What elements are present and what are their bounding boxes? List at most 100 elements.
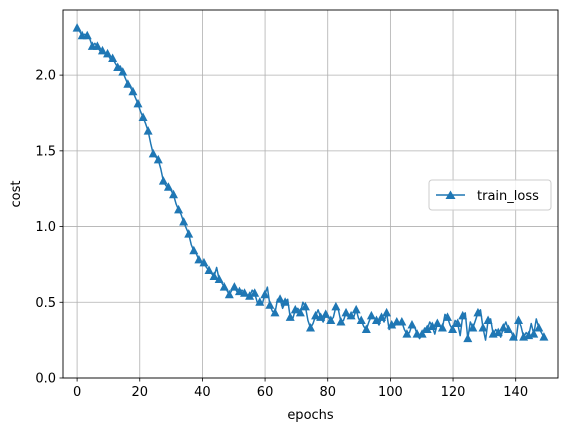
data-point-marker bbox=[97, 45, 107, 55]
x-tick-label: 120 bbox=[441, 385, 466, 400]
data-point-marker bbox=[123, 79, 133, 88]
data-point-marker bbox=[118, 67, 128, 76]
data-point-marker bbox=[113, 62, 123, 72]
data-point-marker bbox=[514, 315, 524, 324]
x-tick-label: 40 bbox=[194, 385, 211, 400]
data-point-marker bbox=[387, 320, 397, 329]
data-point-marker bbox=[174, 204, 184, 214]
data-point-marker bbox=[427, 321, 437, 331]
data-point-marker bbox=[240, 288, 250, 297]
data-point-marker bbox=[92, 41, 102, 50]
data-point-marker bbox=[346, 310, 356, 320]
data-point-marker bbox=[422, 324, 432, 334]
data-point-marker bbox=[204, 265, 214, 274]
data-point-marker bbox=[103, 48, 113, 58]
x-tick-label: 140 bbox=[503, 385, 528, 400]
data-point-marker bbox=[351, 304, 361, 314]
data-point-marker bbox=[163, 182, 173, 191]
data-point-marker bbox=[407, 320, 417, 329]
data-point-marker bbox=[148, 148, 158, 158]
data-point-marker bbox=[503, 324, 513, 334]
x-tick-label: 100 bbox=[378, 385, 403, 400]
data-point-marker bbox=[260, 289, 270, 299]
data-point-marker bbox=[361, 324, 371, 334]
data-point-marker bbox=[539, 332, 549, 341]
x-tick-label: 80 bbox=[319, 385, 336, 400]
x-axis-label: epochs bbox=[287, 408, 334, 423]
data-point-marker bbox=[356, 315, 366, 324]
data-point-marker bbox=[72, 23, 82, 32]
data-point-marker bbox=[169, 189, 178, 199]
x-tick-label: 20 bbox=[131, 385, 148, 400]
data-point-marker bbox=[184, 229, 194, 238]
data-point-marker bbox=[245, 291, 255, 300]
data-point-marker bbox=[498, 323, 508, 332]
data-point-marker bbox=[285, 312, 295, 321]
series-layer bbox=[72, 23, 549, 343]
data-point-marker bbox=[194, 254, 204, 264]
data-point-marker bbox=[534, 323, 544, 332]
data-point-marker bbox=[316, 312, 326, 321]
data-point-marker bbox=[128, 86, 138, 96]
data-point-marker bbox=[371, 315, 381, 324]
data-point-marker bbox=[311, 310, 321, 320]
data-point-marker bbox=[478, 323, 488, 332]
data-point-marker bbox=[437, 323, 447, 332]
legend-label: train_loss bbox=[477, 189, 539, 204]
data-point-marker bbox=[306, 323, 315, 332]
data-point-marker bbox=[483, 315, 493, 324]
x-tick-label: 60 bbox=[257, 385, 274, 400]
data-point-marker bbox=[331, 301, 341, 311]
data-point-marker bbox=[270, 307, 280, 317]
data-point-marker bbox=[341, 307, 351, 317]
data-point-marker bbox=[179, 217, 189, 226]
data-point-marker bbox=[402, 329, 412, 338]
data-point-marker bbox=[397, 316, 407, 326]
data-point-marker bbox=[290, 304, 300, 314]
data-point-marker bbox=[473, 307, 483, 317]
data-point-marker bbox=[300, 301, 310, 311]
data-point-marker bbox=[529, 329, 539, 338]
legend-marker bbox=[445, 190, 456, 199]
data-point-marker bbox=[508, 332, 518, 341]
legend-box bbox=[428, 179, 552, 211]
data-point-marker bbox=[377, 312, 387, 321]
y-tick-label: 0.0 bbox=[35, 372, 56, 387]
data-point-marker bbox=[275, 294, 285, 303]
data-point-marker bbox=[82, 30, 92, 40]
y-tick-label: 1.5 bbox=[35, 144, 56, 159]
data-point-marker bbox=[158, 176, 168, 185]
grid-lines bbox=[63, 10, 558, 379]
data-point-marker bbox=[219, 282, 229, 291]
y-tick-label: 2.0 bbox=[35, 69, 56, 84]
data-point-marker bbox=[265, 300, 275, 309]
data-point-marker bbox=[229, 282, 239, 291]
data-point-marker bbox=[214, 274, 224, 284]
data-point-marker bbox=[321, 309, 331, 318]
data-point-marker bbox=[295, 307, 305, 317]
y-tick-label: 0.5 bbox=[35, 296, 56, 311]
data-point-marker bbox=[448, 324, 458, 334]
data-point-marker bbox=[255, 297, 265, 306]
data-point-marker bbox=[199, 257, 209, 267]
y-tick-label: 1.0 bbox=[35, 220, 56, 235]
data-point-marker bbox=[366, 310, 376, 320]
data-point-marker bbox=[153, 154, 163, 164]
data-point-marker bbox=[493, 327, 503, 337]
data-point-marker bbox=[417, 329, 427, 338]
data-point-marker bbox=[133, 98, 143, 108]
data-point-marker bbox=[143, 126, 153, 135]
data-point-marker bbox=[250, 288, 260, 297]
data-point-marker bbox=[234, 286, 244, 296]
data-point-marker bbox=[453, 318, 463, 327]
y-axis-label: cost bbox=[9, 181, 24, 208]
data-point-marker bbox=[326, 315, 336, 324]
data-point-marker bbox=[138, 112, 148, 122]
legend: train_loss bbox=[428, 179, 552, 211]
data-point-marker bbox=[108, 53, 118, 62]
data-point-marker bbox=[443, 312, 452, 321]
data-point-marker bbox=[468, 323, 478, 332]
data-point-marker bbox=[458, 310, 468, 320]
